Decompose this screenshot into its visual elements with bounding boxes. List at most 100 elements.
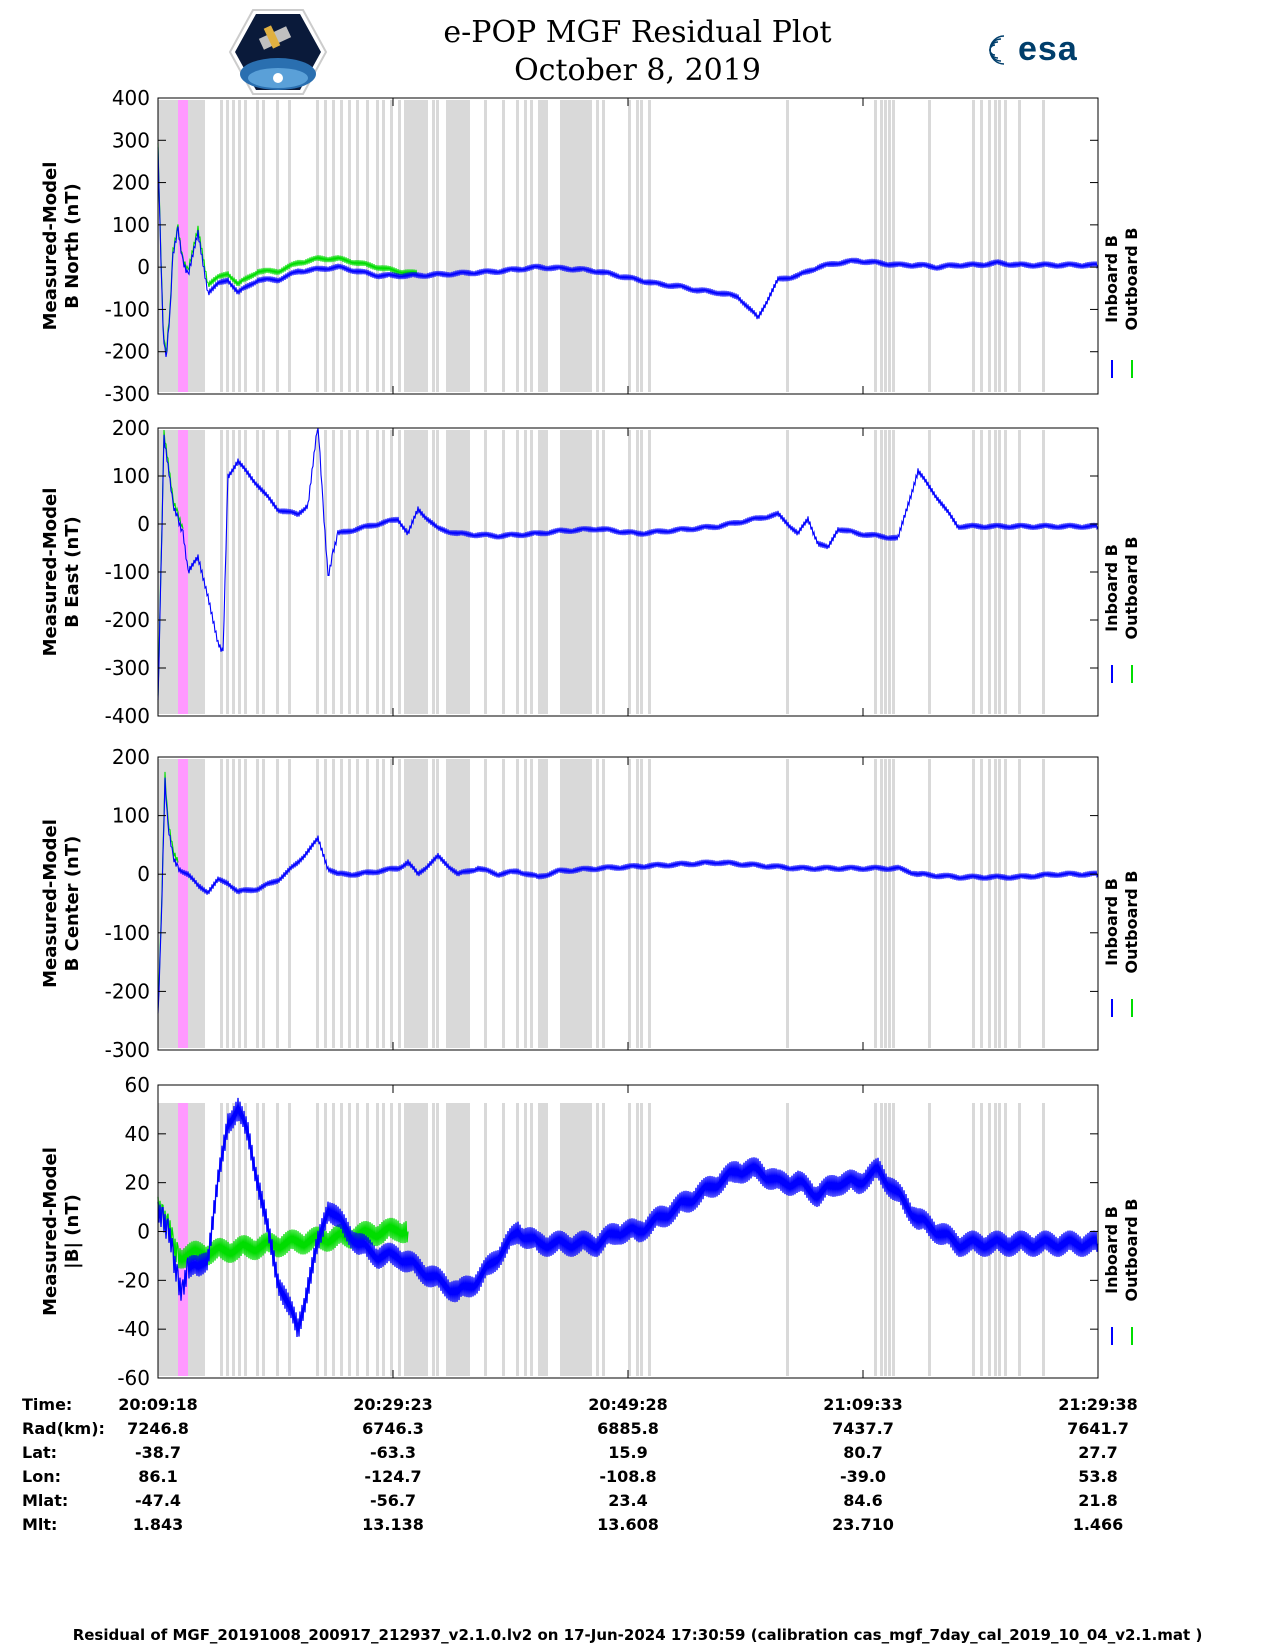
y-axis-label-line1: Measured-Model xyxy=(40,819,61,988)
data-gap-band xyxy=(188,759,205,1048)
y-tick-label: 100 xyxy=(112,804,150,828)
data-gap-line xyxy=(376,759,379,1048)
info-value: 7641.7 xyxy=(1067,1419,1129,1438)
cassiope-mission-logo xyxy=(228,9,328,95)
y-axis-label: Measured-ModelB North (nT) xyxy=(40,162,83,331)
data-gap-line xyxy=(432,430,435,714)
info-value: 6885.8 xyxy=(597,1419,659,1438)
data-gap-line xyxy=(244,430,247,714)
legend-outboard-label: Outboard B xyxy=(1122,871,1141,974)
y-tick-label: -200 xyxy=(105,608,150,632)
info-value: 21.8 xyxy=(1078,1491,1118,1510)
data-gap-line xyxy=(892,430,895,714)
info-value: 7246.8 xyxy=(127,1419,189,1438)
y-tick-label: 100 xyxy=(112,213,150,237)
data-gap-band xyxy=(538,430,548,714)
data-gap-line xyxy=(640,100,643,392)
data-gap-band xyxy=(560,759,592,1048)
y-axis-label-line2: B Center (nT) xyxy=(62,836,83,972)
info-value: 21:09:33 xyxy=(823,1395,903,1414)
data-gap-line xyxy=(238,430,241,714)
data-gap-line xyxy=(356,759,359,1048)
data-gap-line xyxy=(398,430,401,714)
data-gap-line xyxy=(484,100,487,392)
data-gap-band xyxy=(158,1103,178,1376)
data-gap-line xyxy=(980,430,983,714)
info-value: 84.6 xyxy=(843,1491,883,1510)
data-gap-line xyxy=(994,430,997,714)
data-gap-line xyxy=(888,430,891,714)
legend-outboard-label: Outboard B xyxy=(1122,228,1141,331)
data-gap-line xyxy=(994,759,997,1048)
data-gap-line xyxy=(1018,430,1021,714)
data-gap-line xyxy=(1004,100,1007,392)
data-gap-line xyxy=(988,759,991,1048)
data-gap-line xyxy=(398,759,401,1048)
data-gap-line xyxy=(524,100,527,392)
data-gap-line xyxy=(1042,100,1045,392)
data-gap-line xyxy=(226,100,229,392)
panel-3: 200 100 0 -100 -200 -300 Measured-ModelB Cente… xyxy=(40,745,1141,1062)
data-gap-line xyxy=(1042,430,1045,714)
data-gap-line xyxy=(892,759,895,1048)
data-gap-line xyxy=(436,1103,439,1376)
y-tick-label: 60 xyxy=(125,1073,150,1097)
data-gap-line xyxy=(516,100,519,392)
info-value: 27.7 xyxy=(1078,1443,1118,1462)
y-tick-label: -200 xyxy=(105,979,150,1003)
data-gap-line xyxy=(928,1103,931,1376)
y-tick-label: 100 xyxy=(112,464,150,488)
y-axis-label-line2: B East (nT) xyxy=(62,516,83,628)
data-gap-line xyxy=(648,1103,651,1376)
data-gap-line xyxy=(880,1103,883,1376)
data-gap-line xyxy=(244,759,247,1048)
y-tick-label: 40 xyxy=(125,1122,150,1146)
data-gap-line xyxy=(602,759,605,1048)
info-value: -108.8 xyxy=(599,1467,657,1486)
inboard-series-line xyxy=(157,147,1099,357)
data-gap-line xyxy=(874,759,877,1048)
data-gap-line xyxy=(888,100,891,392)
info-value: 20:09:18 xyxy=(118,1395,198,1414)
y-tick-label: -200 xyxy=(105,340,150,364)
data-gap-line xyxy=(636,430,639,714)
data-gap-band xyxy=(446,430,470,714)
data-gap-line xyxy=(884,100,887,392)
data-gap-band xyxy=(538,1103,548,1376)
data-gap-line xyxy=(980,100,983,392)
data-gap-line xyxy=(432,1103,435,1376)
data-gap-line xyxy=(432,759,435,1048)
info-row-label: Rad(km): xyxy=(22,1419,105,1438)
y-tick-label: -300 xyxy=(105,1038,150,1062)
data-gap-band xyxy=(446,100,470,392)
y-tick-label: -20 xyxy=(117,1268,150,1292)
y-axis-label-line1: Measured-Model xyxy=(40,162,61,331)
data-gap-line xyxy=(256,430,259,714)
y-axis-label-line1: Measured-Model xyxy=(40,488,61,657)
y-tick-label: 400 xyxy=(112,86,150,110)
data-gap-line xyxy=(276,100,279,392)
info-value: 20:49:28 xyxy=(588,1395,668,1414)
data-gap-line xyxy=(256,759,259,1048)
data-gap-line xyxy=(530,100,533,392)
data-gap-line xyxy=(262,100,265,392)
data-gap-line xyxy=(220,430,223,714)
data-gap-band xyxy=(188,1103,205,1376)
data-gap-line xyxy=(628,430,631,714)
plot-title-line1: e-POP MGF Residual Plot xyxy=(443,15,832,50)
data-gap-line xyxy=(226,1103,229,1376)
inboard-series-line xyxy=(157,1097,1099,1338)
info-value: -39.0 xyxy=(839,1467,887,1486)
data-gap-line xyxy=(596,430,599,714)
data-gap-line xyxy=(516,759,519,1048)
y-tick-label: 20 xyxy=(125,1171,150,1195)
legend-inboard-label: Inboard B xyxy=(1102,878,1121,966)
data-gap-line xyxy=(640,759,643,1048)
info-row-label: Lon: xyxy=(22,1467,61,1486)
data-gap-line xyxy=(324,100,327,392)
data-gap-line xyxy=(786,100,789,392)
data-gap-line xyxy=(874,100,877,392)
data-gap-line xyxy=(376,100,379,392)
data-gap-line xyxy=(928,759,931,1048)
data-gap-band xyxy=(188,430,205,714)
